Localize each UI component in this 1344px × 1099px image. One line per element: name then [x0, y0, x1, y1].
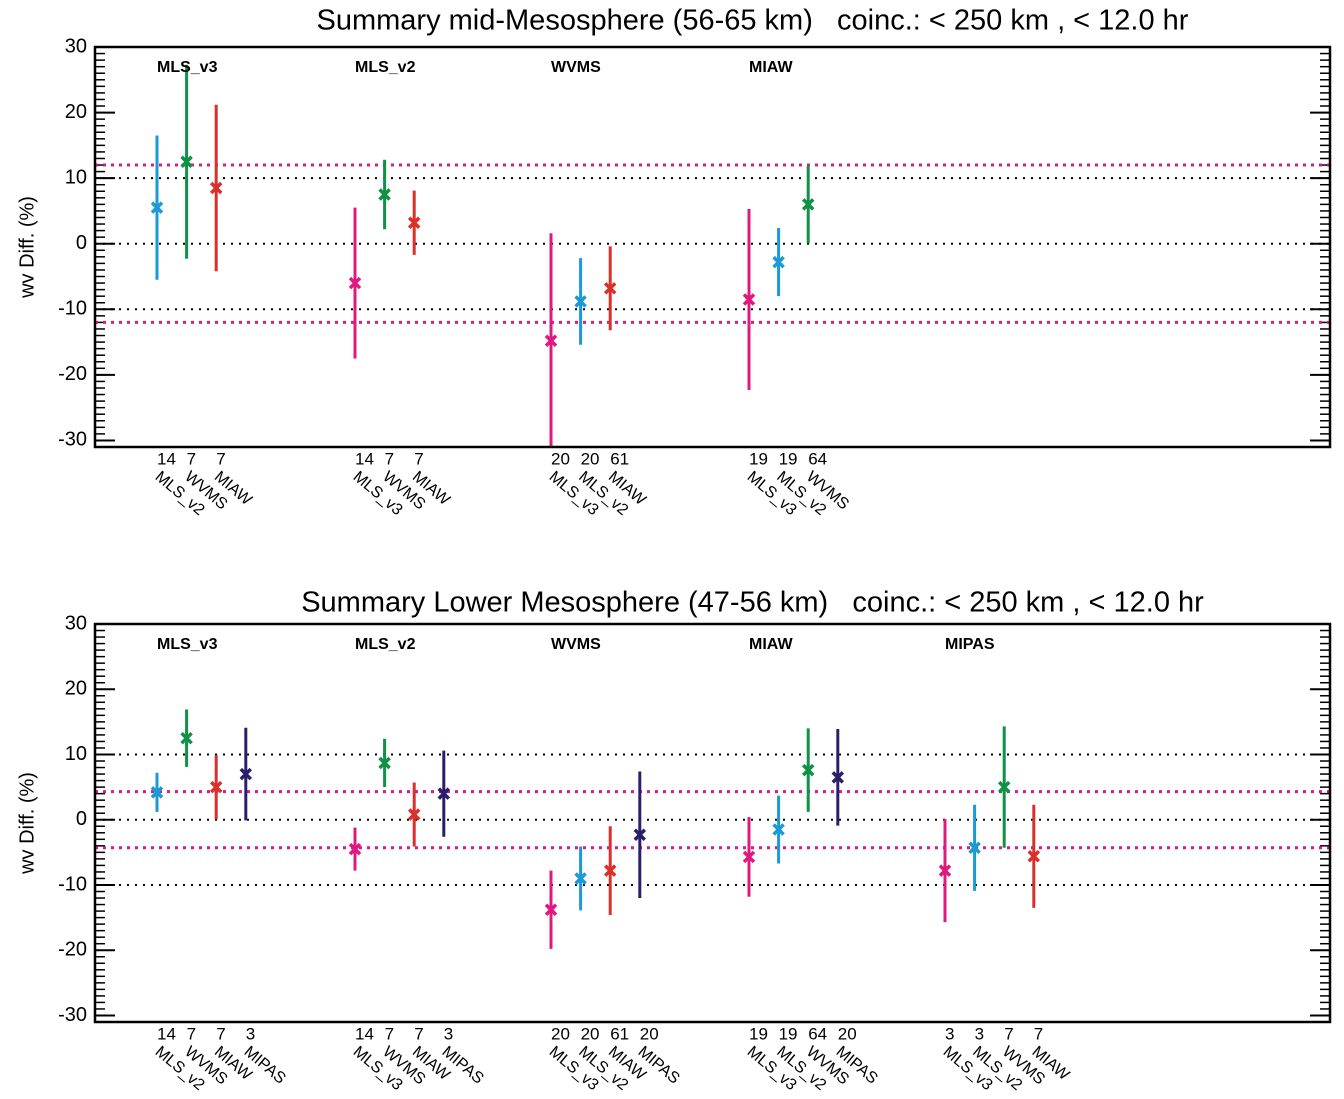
plot-frame [93, 45, 1332, 449]
y-tick-label: 0 [76, 808, 87, 830]
point-marker [831, 771, 845, 784]
point-marker [997, 780, 1011, 794]
point-marker [209, 780, 223, 794]
y-tick-label: 0 [76, 232, 87, 254]
point-marker [407, 808, 421, 821]
point-marker [1027, 850, 1041, 863]
count-label: 14 [157, 449, 176, 468]
point-marker [407, 216, 421, 229]
count-label: 3 [444, 1024, 453, 1043]
count-label: 7 [1034, 1024, 1043, 1043]
point-marker [437, 787, 451, 800]
count-label: 19 [779, 449, 798, 468]
point-marker [180, 155, 193, 168]
count-label: 20 [838, 1024, 857, 1043]
point-marker [801, 198, 815, 211]
point-marker [603, 282, 617, 295]
point-marker [348, 276, 362, 290]
count-label: 20 [640, 1024, 659, 1043]
count-label: 20 [551, 1024, 570, 1043]
y-tick-label: -10 [58, 873, 87, 895]
point-marker [742, 850, 756, 864]
count-label: 64 [808, 449, 827, 468]
point-marker [150, 201, 164, 214]
point-marker [772, 823, 785, 836]
group-label: MLS_v2 [355, 59, 416, 76]
point-marker [633, 828, 647, 841]
count-label: 7 [414, 449, 423, 468]
y-tick-label: -30 [58, 429, 87, 451]
y-tick-label: -20 [58, 939, 87, 961]
count-label: 14 [355, 449, 374, 468]
count-label: 7 [385, 449, 394, 468]
count-label: 7 [414, 1024, 423, 1043]
plot-frame [93, 622, 1332, 1024]
point-marker [603, 864, 617, 877]
point-marker [968, 841, 981, 855]
point-marker [150, 786, 164, 799]
count-label: 7 [216, 449, 225, 468]
point-marker [348, 842, 362, 856]
count-label: 14 [355, 1024, 374, 1043]
count-label: 20 [581, 449, 600, 468]
point-marker [544, 334, 558, 348]
point-marker [938, 864, 952, 877]
group-label: MLS_v3 [157, 59, 218, 76]
y-axis-label: wv Diff. (%) [16, 772, 38, 875]
chart-title: Summary Lower Mesosphere (47-56 km) coin… [301, 587, 1204, 619]
count-label: 7 [216, 1024, 225, 1043]
chart-title: Summary mid-Mesosphere (56-65 km) coinc.… [317, 5, 1189, 37]
count-label: 3 [975, 1024, 984, 1043]
group-label: MIAW [749, 636, 793, 653]
y-tick-label: -20 [58, 363, 87, 385]
count-label: 20 [551, 449, 570, 468]
point-marker [378, 188, 391, 201]
y-tick-label: 30 [65, 612, 87, 634]
group-label: WVMS [551, 636, 601, 653]
count-label: 14 [157, 1024, 176, 1043]
y-tick-label: 10 [65, 166, 87, 188]
group-label: MLS_v2 [355, 636, 416, 653]
point-marker [574, 295, 587, 308]
group-label: WVMS [551, 59, 601, 76]
count-label: 19 [749, 449, 768, 468]
point-marker [239, 767, 253, 781]
count-label: 61 [610, 1024, 629, 1043]
point-marker [801, 763, 815, 777]
point-marker [742, 293, 756, 306]
count-label: 3 [246, 1024, 255, 1043]
count-label: 61 [610, 449, 629, 468]
y-tick-label: -10 [58, 298, 87, 320]
plot-area [150, 709, 1041, 949]
point-marker [180, 731, 193, 745]
point-marker [378, 756, 391, 770]
group-label: MIAW [749, 59, 793, 76]
count-label: 19 [779, 1024, 798, 1043]
y-tick-label: -30 [58, 1004, 87, 1026]
count-label: 64 [808, 1024, 827, 1043]
count-label: 7 [187, 1024, 196, 1043]
point-marker [772, 255, 785, 269]
count-label: 7 [385, 1024, 394, 1043]
count-label: 20 [581, 1024, 600, 1043]
point-marker [544, 903, 558, 917]
y-tick-label: 30 [65, 35, 87, 57]
y-tick-label: 10 [65, 743, 87, 765]
count-label: 3 [945, 1024, 954, 1043]
count-label: 19 [749, 1024, 768, 1043]
y-axis-label: wv Diff. (%) [16, 196, 38, 299]
y-tick-label: 20 [65, 101, 87, 123]
y-tick-label: 20 [65, 678, 87, 700]
point-marker [209, 181, 223, 195]
group-label: MLS_v3 [157, 636, 218, 653]
group-label: MIPAS [945, 636, 995, 653]
point-marker [574, 872, 587, 885]
count-label: 7 [1004, 1024, 1013, 1043]
count-label: 7 [187, 449, 196, 468]
plot-area [150, 64, 815, 447]
